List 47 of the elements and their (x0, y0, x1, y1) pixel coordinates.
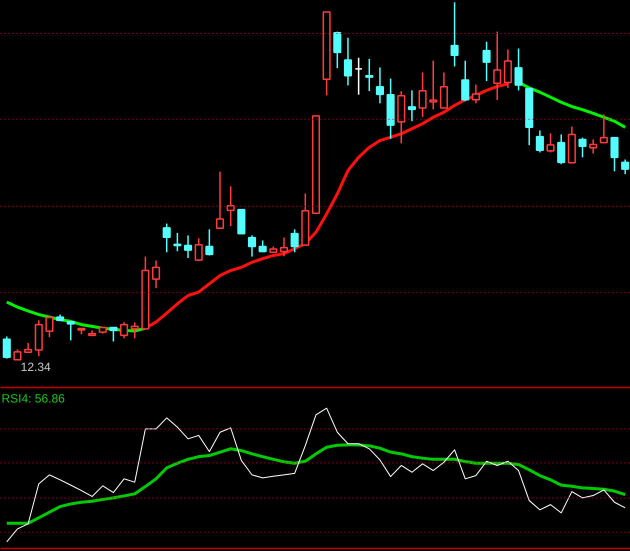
candlestick (130, 322, 139, 339)
candlestick (290, 228, 299, 254)
candlestick (120, 321, 128, 339)
candlestick (226, 186, 235, 227)
candlestick (258, 240, 267, 254)
candlestick (472, 84, 480, 104)
candlestick (354, 57, 363, 96)
candlestick (461, 60, 470, 102)
candlestick (536, 130, 544, 154)
candlestick (578, 136, 587, 158)
candlestick (514, 48, 523, 92)
candlestick (216, 170, 224, 230)
candlestick (589, 138, 598, 154)
candlestick (152, 260, 160, 289)
candlestick (610, 136, 619, 172)
candlestick (482, 40, 491, 82)
chart-title: RSI4: 56.86 (1, 392, 66, 406)
candlestick (66, 321, 75, 342)
candlestick (333, 30, 342, 69)
candlestick (365, 58, 374, 92)
candlestick (376, 66, 384, 104)
candlestick (440, 72, 448, 109)
candlestick (237, 208, 246, 236)
candlestick (546, 132, 555, 154)
candlestick (408, 90, 416, 122)
candlestick (45, 315, 54, 338)
candlestick (418, 72, 427, 118)
candlestick (557, 134, 566, 165)
candlestick (205, 228, 214, 256)
candlestick (109, 326, 118, 342)
candlestick (600, 114, 608, 144)
candlestick (248, 234, 256, 258)
candlestick (2, 336, 11, 360)
annotation: 12.34 (20, 360, 52, 374)
candlestick (184, 234, 192, 259)
candlestick (280, 236, 288, 257)
candlestick (493, 30, 502, 101)
candlestick (162, 222, 171, 254)
candlestick (621, 158, 630, 175)
candlestick (13, 348, 22, 362)
candlestick (450, 2, 459, 68)
candlestick (194, 238, 203, 262)
candlestick (344, 36, 352, 86)
candlestick (504, 48, 512, 89)
candlestick (24, 342, 32, 354)
candlestick (173, 232, 182, 252)
candlestick (429, 60, 438, 110)
